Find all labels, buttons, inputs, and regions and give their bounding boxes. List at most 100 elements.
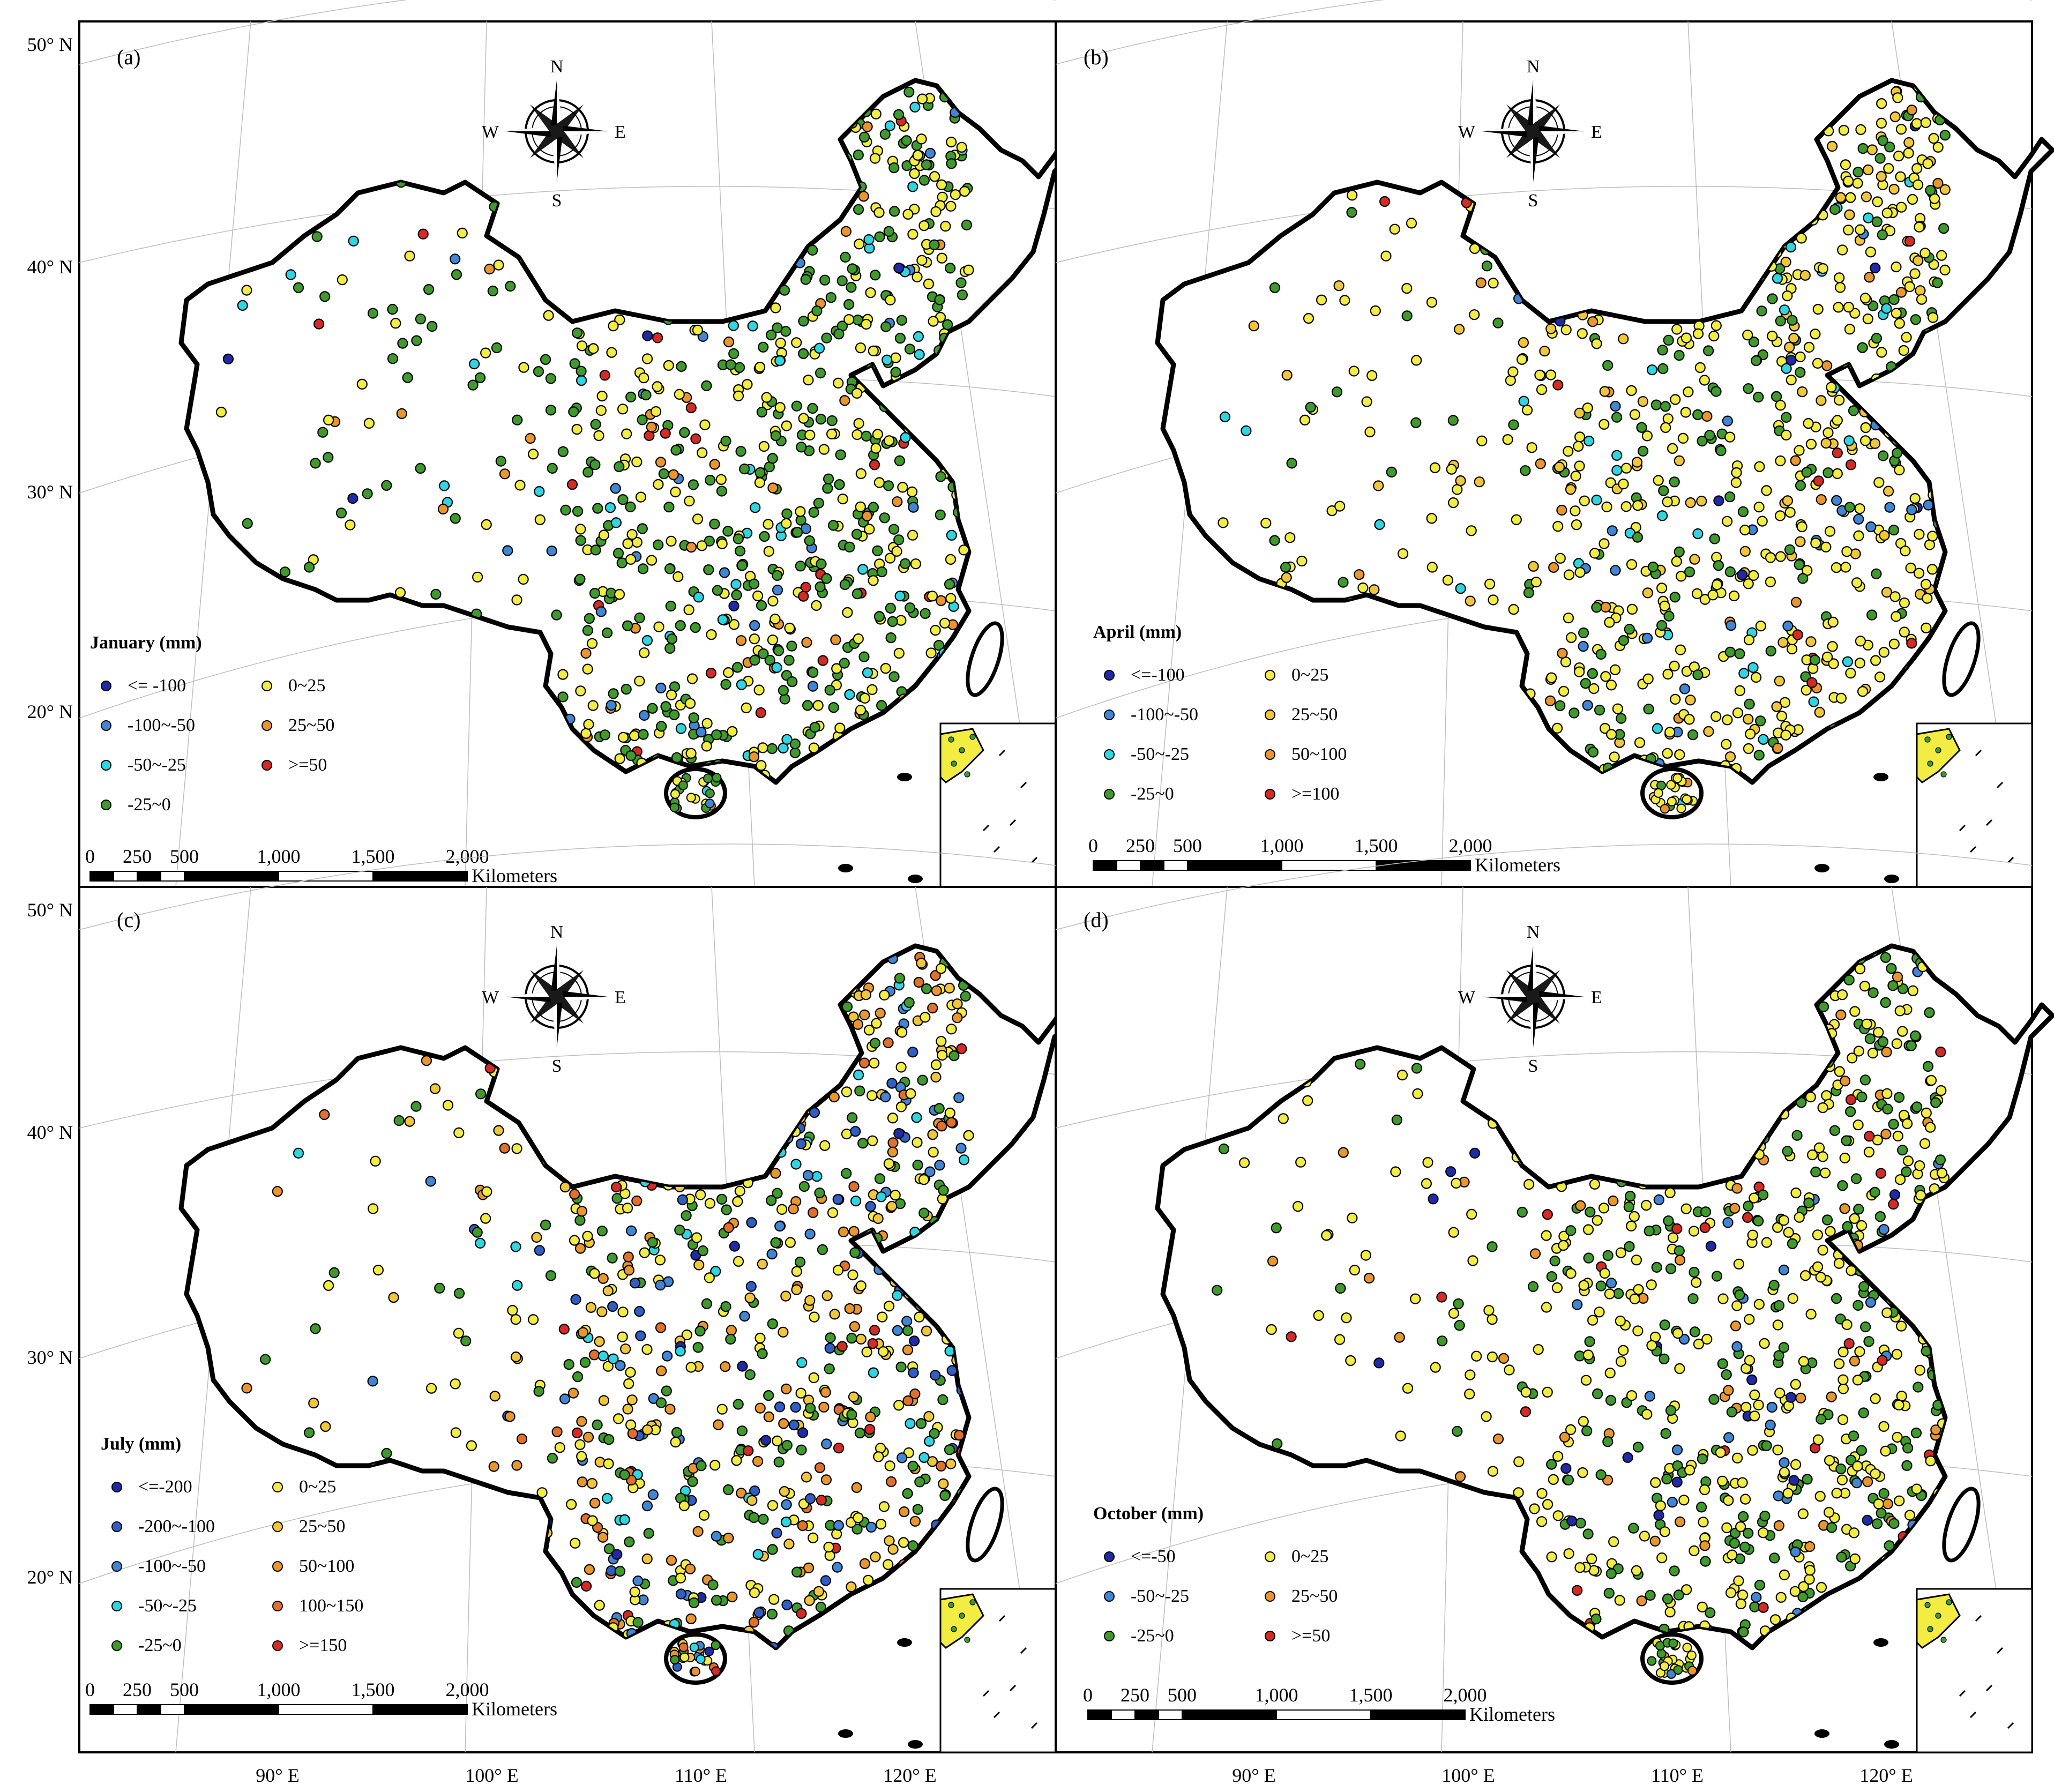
station-point bbox=[1736, 569, 1748, 580]
station-point bbox=[1853, 1204, 1864, 1215]
island-mark bbox=[1873, 1638, 1888, 1647]
station-point bbox=[1492, 1433, 1504, 1445]
station-point bbox=[711, 1640, 721, 1651]
station-point bbox=[1901, 1460, 1913, 1472]
station-point bbox=[913, 331, 924, 342]
station-point bbox=[1939, 184, 1951, 195]
scale-tick-label: 1,500 bbox=[352, 1679, 395, 1700]
station-point bbox=[1451, 1177, 1462, 1189]
station-point bbox=[767, 1500, 779, 1511]
station-point bbox=[1843, 974, 1855, 985]
station-point bbox=[1864, 1131, 1875, 1142]
station-point bbox=[1853, 530, 1864, 542]
station-point bbox=[1876, 98, 1887, 109]
station-point bbox=[1877, 1355, 1888, 1366]
station-point bbox=[1426, 562, 1438, 573]
legend-label: <=-100 bbox=[1131, 665, 1185, 685]
station-point bbox=[1748, 570, 1759, 581]
station-point bbox=[1888, 184, 1900, 195]
station-point bbox=[772, 570, 783, 581]
station-point bbox=[1836, 1474, 1848, 1485]
station-point bbox=[1682, 794, 1692, 804]
station-point bbox=[757, 742, 768, 753]
station-point bbox=[1481, 260, 1493, 272]
station-point bbox=[1410, 355, 1422, 366]
parallel-line bbox=[79, 843, 1056, 930]
station-point bbox=[1843, 225, 1854, 236]
station-point bbox=[1542, 1209, 1553, 1220]
station-point bbox=[849, 1321, 861, 1332]
compass-east-label: E bbox=[615, 122, 626, 142]
station-point bbox=[614, 588, 625, 600]
station-point bbox=[1335, 1282, 1346, 1294]
legend-swatch bbox=[1265, 710, 1275, 720]
station-point bbox=[878, 1346, 889, 1357]
station-point bbox=[1753, 1399, 1764, 1411]
station-point bbox=[1732, 707, 1744, 719]
station-point bbox=[690, 622, 701, 633]
station-point bbox=[813, 1586, 825, 1597]
station-point bbox=[554, 1442, 565, 1453]
station-point bbox=[1498, 1353, 1510, 1364]
station-point bbox=[453, 1327, 465, 1339]
station-point bbox=[1860, 1321, 1871, 1333]
station-point bbox=[584, 1564, 595, 1576]
station-point bbox=[1724, 491, 1736, 503]
station-point bbox=[914, 1311, 925, 1323]
station-point bbox=[711, 1530, 722, 1542]
compass-north-label: N bbox=[1527, 57, 1540, 77]
station-point bbox=[905, 1418, 916, 1429]
legend-label: -100~-50 bbox=[128, 715, 195, 735]
station-point bbox=[1876, 171, 1887, 182]
station-point bbox=[1511, 514, 1522, 525]
station-point bbox=[945, 200, 957, 212]
station-point bbox=[685, 541, 697, 553]
station-point bbox=[1876, 117, 1887, 129]
station-point bbox=[1816, 1414, 1827, 1425]
station-point bbox=[1674, 349, 1685, 361]
station-point bbox=[1552, 1510, 1564, 1521]
station-point bbox=[1829, 1125, 1841, 1136]
station-point bbox=[1891, 262, 1902, 273]
station-point bbox=[480, 347, 491, 359]
station-point bbox=[502, 545, 513, 556]
station-point bbox=[654, 1255, 666, 1266]
station-point bbox=[1928, 312, 1939, 323]
station-point bbox=[1883, 163, 1894, 174]
station-point bbox=[887, 1543, 899, 1555]
station-point bbox=[888, 162, 900, 174]
station-point bbox=[1774, 510, 1786, 521]
legend-swatch bbox=[1265, 670, 1275, 681]
station-point bbox=[1914, 1160, 1925, 1171]
station-point bbox=[681, 1329, 692, 1341]
station-point bbox=[1653, 1510, 1664, 1521]
station-point bbox=[1870, 1393, 1881, 1405]
station-point bbox=[1339, 295, 1350, 306]
station-point bbox=[1625, 1220, 1637, 1232]
station-point bbox=[1436, 1291, 1447, 1303]
station-point bbox=[592, 503, 603, 514]
station-point bbox=[1826, 382, 1837, 393]
station-point bbox=[545, 405, 557, 416]
station-point bbox=[1347, 1212, 1358, 1224]
station-point bbox=[688, 712, 699, 723]
station-point bbox=[571, 423, 582, 435]
station-point bbox=[1888, 638, 1900, 649]
station-point bbox=[1487, 1466, 1499, 1477]
station-point bbox=[894, 333, 906, 344]
station-point bbox=[1784, 341, 1795, 353]
station-point bbox=[1844, 1106, 1856, 1117]
station-point bbox=[1840, 159, 1851, 170]
scale-segment bbox=[1376, 860, 1471, 871]
station-point bbox=[638, 729, 649, 740]
station-point bbox=[1751, 355, 1762, 367]
station-point bbox=[764, 654, 775, 666]
station-point bbox=[650, 406, 662, 417]
station-point bbox=[1674, 1245, 1685, 1257]
station-point bbox=[713, 1419, 724, 1430]
station-point bbox=[1587, 1315, 1599, 1326]
station-point bbox=[868, 502, 879, 513]
station-point bbox=[1739, 1541, 1751, 1552]
station-point bbox=[763, 1390, 774, 1401]
station-point bbox=[484, 264, 495, 275]
